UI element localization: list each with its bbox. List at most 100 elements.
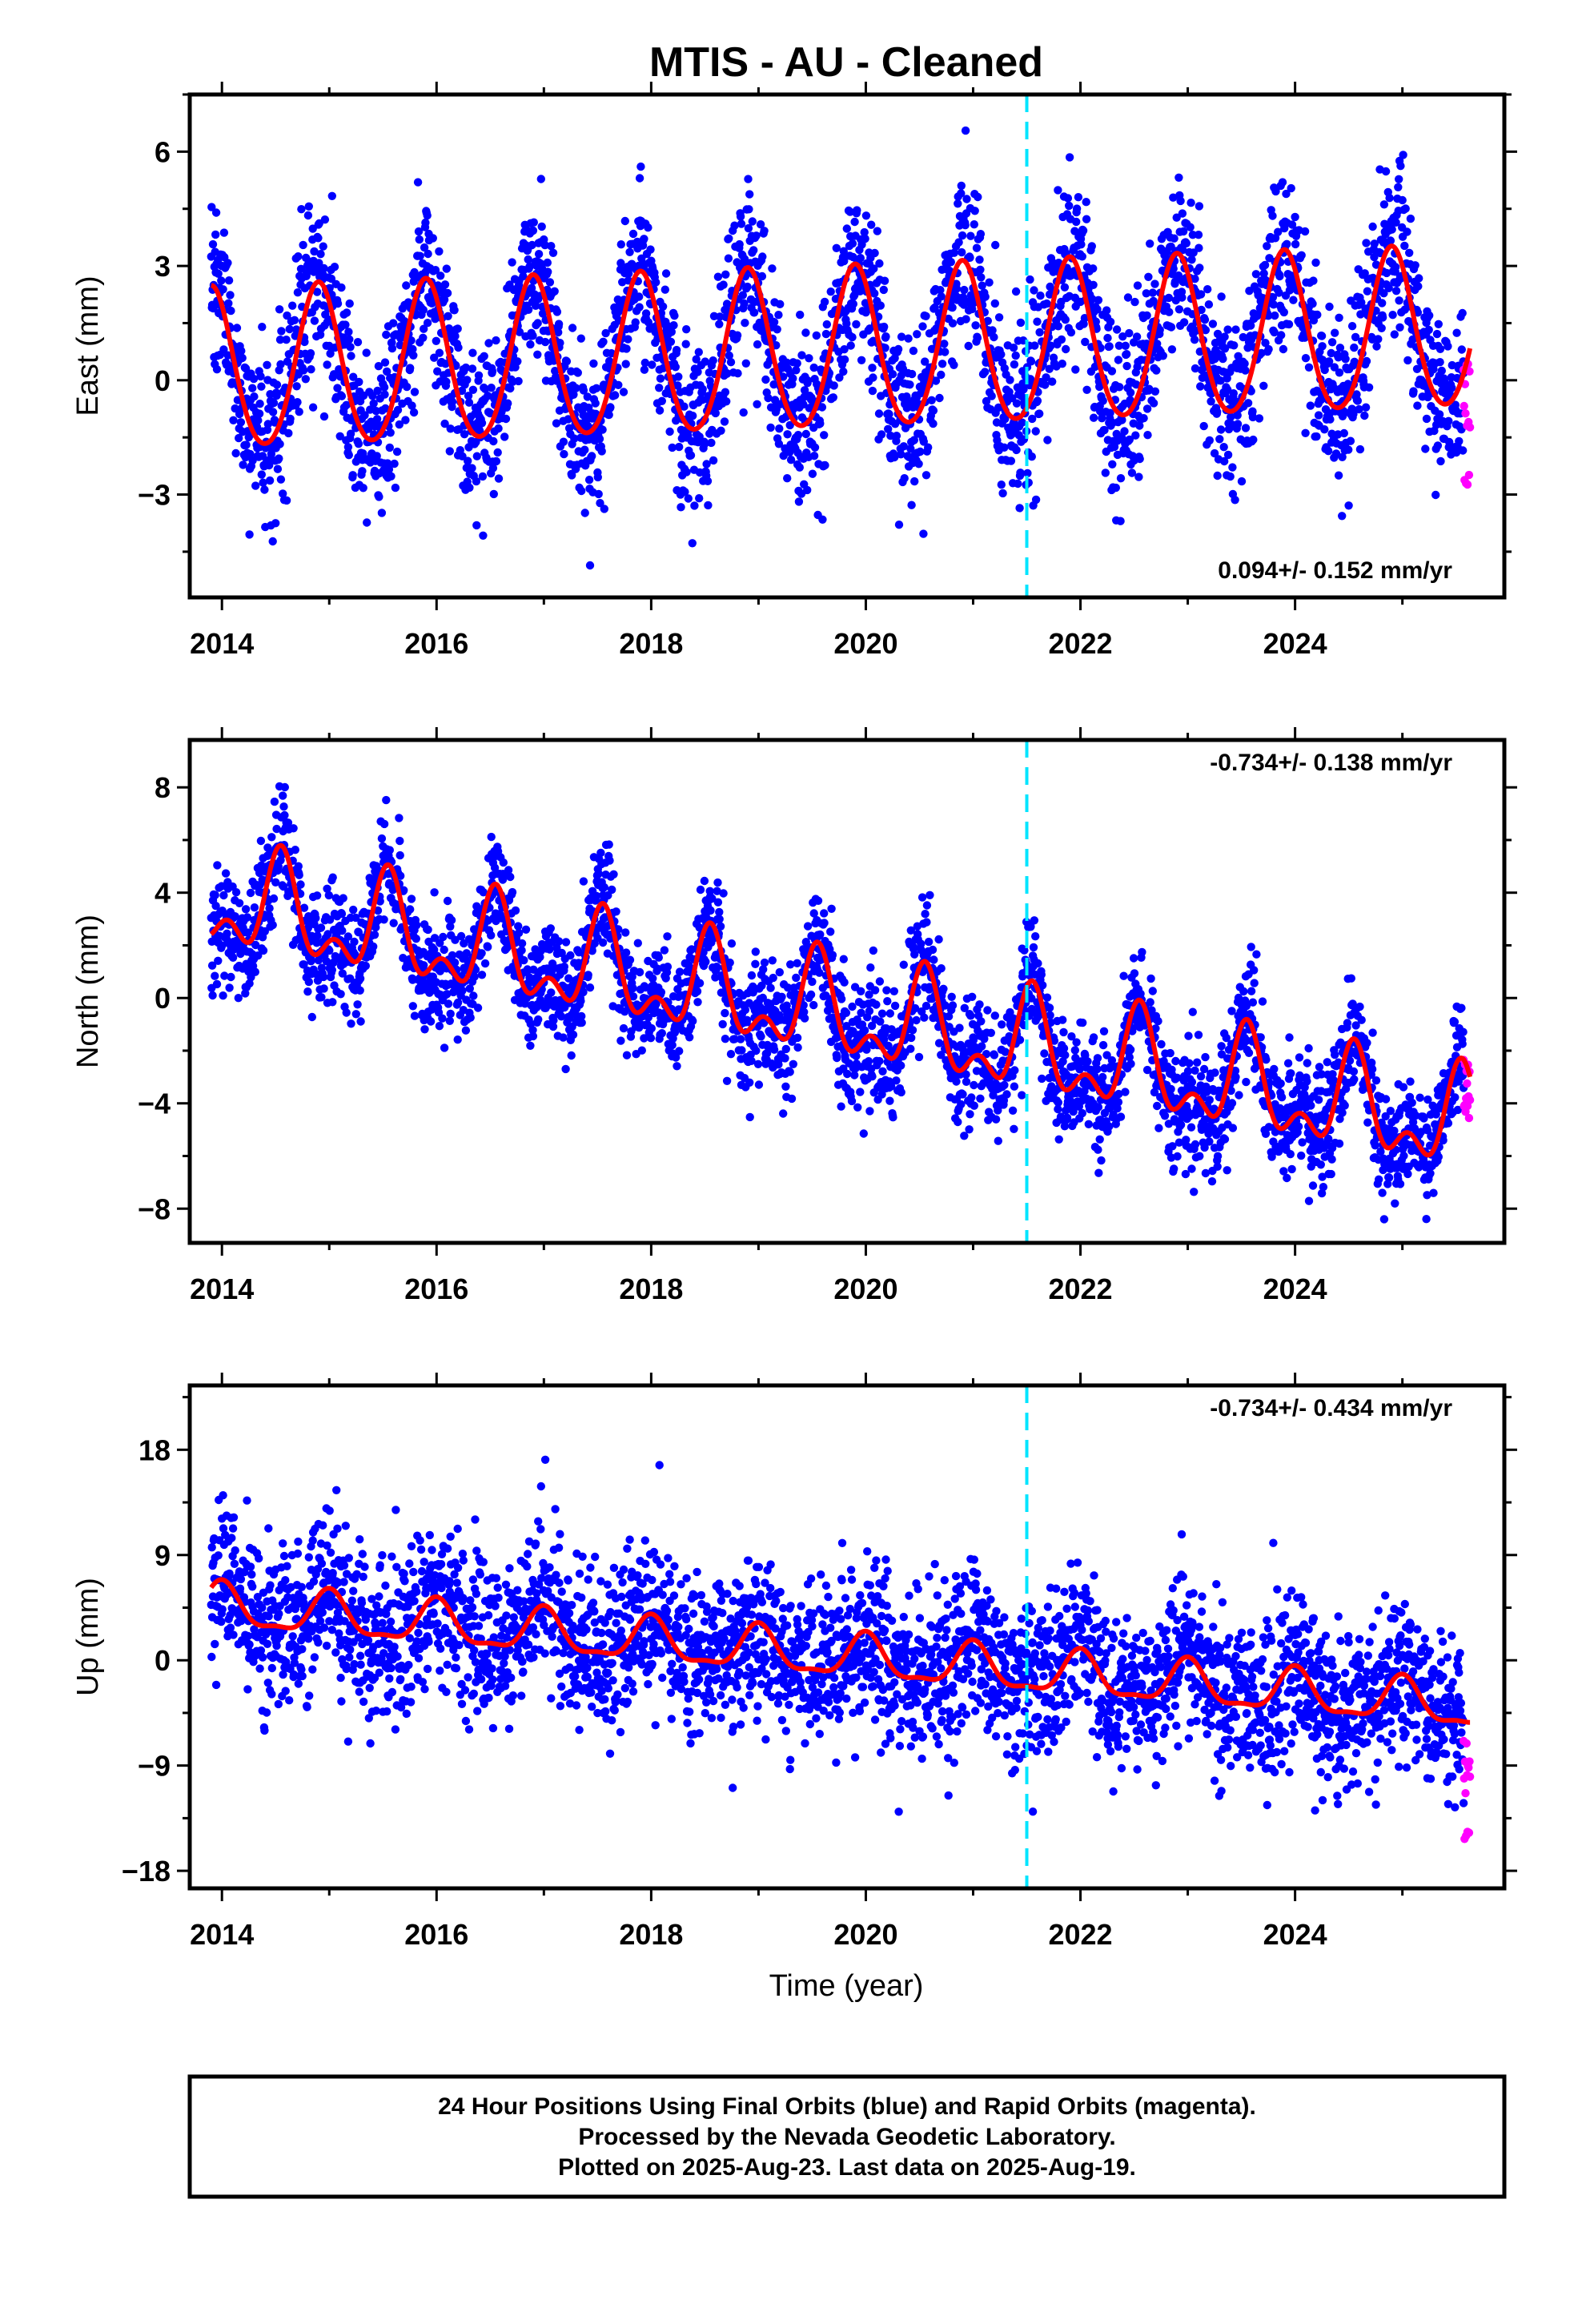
- final-orbit-point: [345, 335, 354, 344]
- final-orbit-point: [1031, 427, 1040, 436]
- final-orbit-point: [677, 503, 685, 512]
- final-orbit-point: [1275, 288, 1283, 297]
- final-orbit-point: [1459, 446, 1468, 455]
- final-orbit-point: [745, 1112, 754, 1122]
- final-orbit-point: [445, 447, 454, 456]
- final-orbit-point: [1223, 325, 1232, 334]
- final-orbit-point: [910, 476, 919, 486]
- final-orbit-point: [1170, 234, 1178, 243]
- final-orbit-point: [406, 905, 415, 914]
- final-orbit-point: [1094, 296, 1103, 304]
- final-orbit-point: [713, 898, 723, 907]
- final-orbit-point: [786, 960, 795, 969]
- final-orbit-point: [562, 357, 572, 366]
- final-orbit-point: [484, 339, 493, 348]
- final-orbit-point: [688, 539, 697, 548]
- final-orbit-point: [941, 348, 950, 356]
- final-orbit-point: [450, 306, 459, 315]
- final-orbit-point: [652, 999, 661, 1008]
- final-orbit-point: [520, 955, 528, 965]
- final-orbit-point: [1197, 305, 1206, 315]
- final-orbit-point: [540, 337, 550, 347]
- final-orbit-point: [840, 345, 849, 354]
- final-orbit-point: [1395, 323, 1404, 332]
- final-orbit-point: [899, 442, 909, 451]
- final-orbit-point: [243, 928, 252, 937]
- final-orbit-point: [391, 483, 400, 493]
- final-orbit-point: [1270, 328, 1279, 337]
- final-orbit-point: [713, 878, 722, 887]
- final-orbit-point: [303, 923, 313, 932]
- final-orbit-point: [1219, 443, 1228, 452]
- final-orbit-point: [658, 302, 668, 311]
- final-orbit-point: [223, 259, 232, 267]
- final-orbit-point: [538, 309, 548, 318]
- final-orbit-point: [1150, 387, 1160, 396]
- final-orbit-point: [1255, 414, 1264, 423]
- final-orbit-point: [800, 386, 809, 395]
- final-orbit-point: [671, 363, 680, 372]
- final-orbit-point: [735, 239, 744, 249]
- final-orbit-point: [906, 444, 915, 453]
- final-orbit-point: [259, 478, 267, 487]
- final-orbit-point: [781, 1044, 790, 1054]
- final-orbit-point: [369, 942, 378, 951]
- final-orbit-point: [1226, 472, 1235, 481]
- final-orbit-point: [689, 1016, 697, 1026]
- final-orbit-point: [893, 344, 903, 354]
- final-orbit-point: [373, 386, 382, 396]
- final-orbit-point: [1443, 342, 1452, 351]
- final-orbit-point: [715, 320, 724, 328]
- final-orbit-point: [1360, 411, 1369, 420]
- final-orbit-point: [576, 334, 585, 343]
- final-orbit-point: [423, 211, 432, 220]
- final-orbit-point: [801, 938, 810, 947]
- final-orbit-point: [1100, 425, 1109, 435]
- final-orbit-point: [660, 946, 669, 955]
- final-orbit-point: [316, 923, 326, 932]
- final-orbit-point: [221, 869, 231, 878]
- final-orbit-point: [817, 403, 827, 412]
- final-orbit-point: [737, 1046, 746, 1055]
- final-orbit-point: [756, 220, 765, 229]
- final-orbit-point: [1297, 251, 1306, 259]
- final-orbit-point: [257, 382, 266, 391]
- final-orbit-point: [1361, 403, 1371, 412]
- final-orbit-point: [1089, 413, 1098, 422]
- final-orbit-point: [1452, 448, 1461, 457]
- final-orbit-point: [386, 428, 395, 437]
- final-orbit-point: [1135, 421, 1144, 430]
- final-orbit-point: [819, 431, 829, 440]
- final-orbit-point: [521, 925, 531, 935]
- final-orbit-point: [998, 489, 1007, 498]
- final-orbit-point: [987, 392, 996, 400]
- final-orbit-point: [753, 400, 761, 408]
- rapid-orbit-point: [1465, 367, 1474, 376]
- final-orbit-point: [850, 217, 859, 227]
- final-orbit-point: [640, 365, 649, 374]
- final-orbit-point: [869, 264, 878, 273]
- final-orbit-point: [282, 496, 291, 505]
- final-orbit-point: [1334, 471, 1343, 480]
- final-orbit-point: [293, 398, 302, 407]
- final-orbit-point: [1006, 376, 1014, 384]
- final-orbit-point: [661, 269, 671, 278]
- final-orbit-point: [1190, 336, 1199, 344]
- final-orbit-point: [718, 1019, 727, 1029]
- final-orbit-point: [319, 263, 328, 273]
- final-orbit-point: [892, 432, 901, 440]
- final-orbit-point: [451, 935, 460, 944]
- final-orbit-point: [284, 428, 293, 438]
- final-orbit-point: [805, 354, 813, 363]
- final-orbit-point: [424, 249, 432, 259]
- final-orbit-point: [1182, 239, 1191, 247]
- final-orbit-point: [890, 452, 899, 462]
- final-orbit-point: [661, 285, 669, 294]
- final-orbit-point: [489, 436, 498, 446]
- final-orbit-point: [1447, 384, 1456, 392]
- final-orbit-point: [849, 300, 858, 308]
- final-orbit-point: [1009, 344, 1018, 352]
- final-orbit-point: [320, 215, 330, 224]
- final-orbit-point: [396, 836, 404, 846]
- final-orbit-point: [440, 1043, 449, 1052]
